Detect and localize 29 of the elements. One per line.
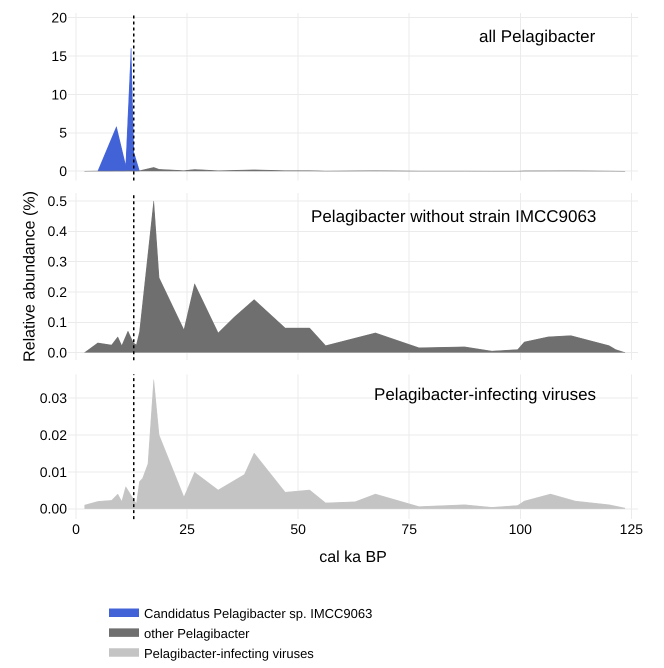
text: all Pelagibacter <box>479 27 596 46</box>
x-axis-title: cal ka BP <box>319 548 387 566</box>
y-tick-label: 0.01 <box>40 464 68 480</box>
y-tick-label: 0.00 <box>40 500 68 517</box>
y-tick-label: 20 <box>51 10 68 26</box>
x-tick-label: 50 <box>290 521 306 538</box>
x-tick-label: 0 <box>72 521 80 538</box>
y-tick-label: 0.0 <box>48 344 68 361</box>
x-tick-label: 125 <box>620 521 644 538</box>
legend-label: other Pelagibacter <box>144 626 250 641</box>
y-tick-label: 5 <box>59 124 68 141</box>
y-tick-label: 10 <box>51 86 68 102</box>
legend-label: Pelagibacter-infecting viruses <box>144 646 314 661</box>
y-tick-label: 0.3 <box>48 254 68 270</box>
y-tick-label: 0.4 <box>48 223 68 240</box>
y-tick-label: 0.5 <box>48 192 68 209</box>
y-tick-label: 0.2 <box>48 284 68 300</box>
y-tick-label: 0 <box>59 163 68 180</box>
x-tick-label: 100 <box>508 521 532 538</box>
y-tick-label: 0.1 <box>48 314 68 330</box>
y-tick-label: 15 <box>51 48 68 64</box>
y-axis-title: Relative abundance (%) <box>21 191 38 362</box>
text: Pelagibacter-infecting viruses <box>374 385 596 404</box>
x-tick-label: 25 <box>179 521 196 538</box>
legend-label: Candidatus Pelagibacter sp. IMCC9063 <box>144 606 372 622</box>
text: Pelagibacter without strain IMCC9063 <box>311 207 596 226</box>
y-tick-label: 0.03 <box>40 390 68 406</box>
y-tick-label: 0.02 <box>40 426 68 443</box>
x-tick-label: 75 <box>401 521 418 538</box>
